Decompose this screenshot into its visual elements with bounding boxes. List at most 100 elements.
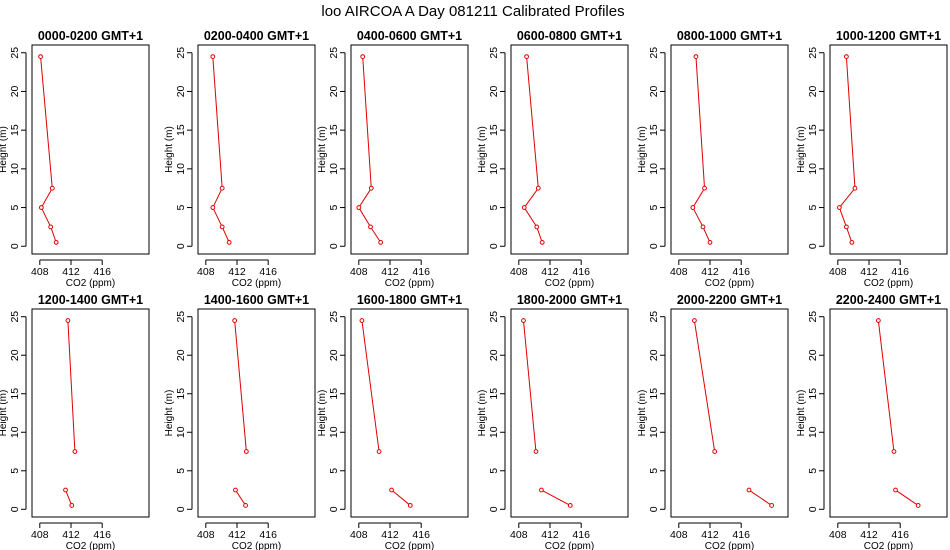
x-axis-label: CO2 (ppm) <box>66 278 115 289</box>
y-tick-label: 10 <box>328 426 340 438</box>
profile-point <box>707 239 713 245</box>
y-tick-label: 10 <box>175 163 187 175</box>
profile-segment <box>526 56 539 189</box>
profile-point <box>53 239 59 245</box>
y-tick-label: 0 <box>328 243 340 249</box>
x-tick-label: 412 <box>228 266 246 278</box>
y-tick-label: 15 <box>175 388 187 400</box>
x-tick-label: 416 <box>732 266 750 278</box>
x-tick-label: 416 <box>93 529 111 541</box>
y-tick-label: 5 <box>648 468 660 474</box>
profile-segment <box>40 56 53 189</box>
y-tick-label: 0 <box>648 506 660 512</box>
y-tick-label: 5 <box>328 204 340 210</box>
profile-segment <box>522 320 537 452</box>
plot-frame <box>670 44 789 255</box>
y-tick-label: 25 <box>175 311 187 323</box>
y-tick-label: 15 <box>175 124 187 136</box>
y-axis-label: Height (m) <box>637 390 648 437</box>
profile-point <box>746 487 752 493</box>
panel-title: 2000-2200 GMT+1 <box>677 293 782 307</box>
x-tick-label: 412 <box>228 529 246 541</box>
profile-segment <box>845 56 856 189</box>
y-tick-label: 5 <box>175 468 187 474</box>
profile-segment <box>895 489 919 506</box>
y-axis-label: Height (m) <box>317 126 328 173</box>
y-tick-label: 20 <box>488 349 500 361</box>
profile-segment <box>391 489 411 506</box>
y-tick-label: 25 <box>807 311 819 323</box>
y-tick-label: 15 <box>648 388 660 400</box>
profile-segment <box>695 56 706 189</box>
profile-point <box>567 503 573 508</box>
profile-point <box>533 449 539 454</box>
x-tick-label: 412 <box>701 529 719 541</box>
x-tick-label: 408 <box>350 529 368 541</box>
profile-point <box>836 205 842 210</box>
profile-segment <box>212 187 223 208</box>
profile-point <box>407 503 413 508</box>
x-tick-label: 412 <box>62 529 80 541</box>
profile-point <box>524 54 529 60</box>
panel-title: 1200-1400 GMT+1 <box>38 293 143 307</box>
x-axis-label: CO2 (ppm) <box>232 278 281 289</box>
profile-point <box>389 487 394 493</box>
panel-title: 1800-2000 GMT+1 <box>517 293 622 307</box>
y-tick-label: 20 <box>648 349 660 361</box>
y-axis-label: Height (m) <box>477 126 488 173</box>
profile-point <box>38 205 44 210</box>
profile-point <box>915 503 921 508</box>
y-tick-label: 5 <box>328 468 340 474</box>
y-tick-label: 25 <box>648 311 660 323</box>
profile-point <box>521 205 527 210</box>
plot-frame <box>350 308 469 518</box>
y-tick-label: 15 <box>648 124 660 136</box>
x-tick-label: 416 <box>412 529 430 541</box>
profile-point <box>232 318 238 323</box>
profile-point <box>700 224 706 230</box>
y-tick-label: 0 <box>648 243 660 249</box>
y-tick-label: 10 <box>807 163 819 175</box>
y-axis-label: Height (m) <box>796 390 807 437</box>
plot-frame <box>197 44 316 255</box>
x-tick-label: 416 <box>259 266 277 278</box>
y-tick-label: 0 <box>175 506 187 512</box>
y-tick-label: 20 <box>9 85 21 97</box>
profile-point <box>378 239 384 245</box>
y-tick-label: 5 <box>9 204 21 210</box>
profile-segment <box>692 207 704 228</box>
y-tick-label: 15 <box>9 124 21 136</box>
y-tick-label: 5 <box>488 468 500 474</box>
x-axis-label: CO2 (ppm) <box>864 278 913 289</box>
profile-segment <box>838 207 847 228</box>
profile-point <box>243 503 248 508</box>
y-axis-label: Height (m) <box>637 126 648 173</box>
profile-point <box>693 54 699 60</box>
profile-point <box>210 205 216 210</box>
profile-segment <box>748 489 772 506</box>
profile-segment <box>358 187 372 208</box>
panel-title: 1400-1600 GMT+1 <box>204 293 309 307</box>
y-tick-label: 10 <box>648 426 660 438</box>
profile-point <box>226 239 232 245</box>
profile-point <box>852 185 858 191</box>
x-tick-label: 412 <box>541 529 559 541</box>
y-tick-label: 10 <box>9 163 21 175</box>
panel-title: 1600-1800 GMT+1 <box>357 293 462 307</box>
y-tick-label: 25 <box>9 311 21 323</box>
plot-frame <box>829 308 948 518</box>
profile-point <box>534 224 540 230</box>
x-tick-label: 416 <box>572 266 590 278</box>
y-tick-label: 10 <box>9 426 21 438</box>
profile-point <box>376 449 382 454</box>
profile-point <box>690 205 696 210</box>
y-tick-label: 25 <box>488 311 500 323</box>
